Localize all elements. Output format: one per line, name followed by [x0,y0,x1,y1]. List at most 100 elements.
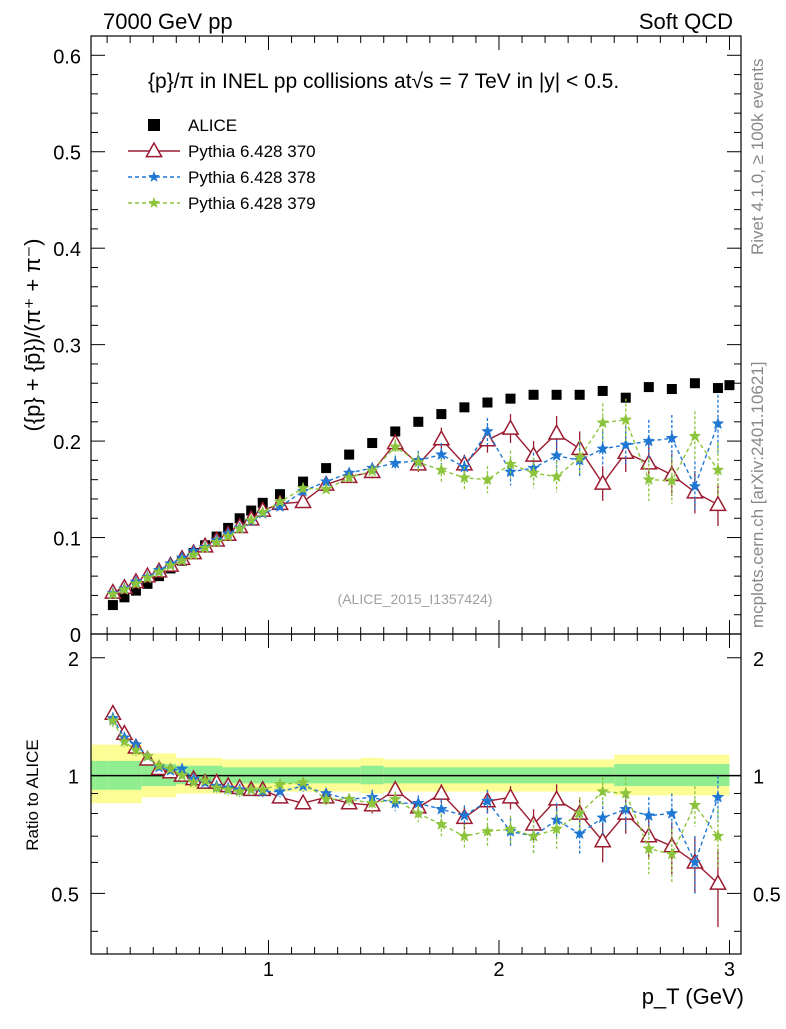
main-p379-point [388,440,402,453]
plot-title: {p}/π in INEL pp collisions at√s = 7 TeV… [148,70,619,93]
ratio-p379-point [711,829,725,842]
main-p379-point [688,429,702,442]
ratio-p378-line [112,718,719,865]
ratio-p378-point [296,779,310,792]
legend-p379-marker [148,197,160,208]
ratio-p370-point [294,793,312,810]
ratio-p378-point [596,811,610,824]
main-p379-point [573,450,587,463]
x-axis-label: p_T (GeV) [642,984,744,1009]
main-p379-point [365,464,379,477]
legend-p378-marker [148,171,160,182]
ratio-p378-point [642,808,656,822]
main-p379-point [504,457,517,470]
main-p379-point [642,473,656,486]
ratio-p379-point [118,735,131,748]
main-p370-point [432,429,451,446]
ratio-p379-point [342,792,356,805]
main-p379-series [106,398,725,600]
ratio-p379-point [596,784,610,797]
main-p370-point [593,473,612,490]
main-alice-point [142,578,153,589]
main-p378-point [388,456,402,469]
x-tick-label: 3 [724,959,735,981]
legend-entry: Pythia 6.428 378 [128,168,316,187]
main-p370-point [709,495,727,512]
ratio-p378-point [481,794,494,807]
ratio-p379-point [481,824,494,837]
main-p379-point [210,535,223,548]
main-p379-point [141,571,154,584]
main-p378-point [550,448,563,461]
main-p378-point [481,424,494,437]
ratio-series-group [104,704,727,928]
main-alice-point [482,397,493,408]
main-p378-point [688,479,702,492]
ratio-y-tick-label: 2 [68,649,79,671]
legend-entry: ALICE [148,116,237,135]
ratio-p378-point [273,784,287,797]
main-p378-point [642,434,656,447]
ratio-y-tick-label-right: 1 [753,767,764,789]
ratio-p379-point [175,768,189,781]
main-p379-point [106,587,120,600]
legend-alice-marker [148,119,160,131]
ratio-p379-point [434,817,448,830]
ratio-p379-point [365,796,379,809]
ratio-p379-point [164,762,177,775]
main-y-tick-label: 0.6 [53,46,81,68]
ratio-p379-point [273,777,287,790]
legend-p370-marker [145,141,163,158]
ratio-p379-point [688,798,702,811]
ratio-p379-point [152,759,166,772]
main-y-tick-label: 0.2 [53,432,81,454]
mcplots-side-label: mcplots.cern.ch [arXiv:2401.10621] [748,361,767,628]
main-alice-point [689,378,700,389]
ratio-p379-point [642,842,656,855]
main-y-axis-label: ({p} + {p̄})/(π⁺ + π⁻) [20,238,45,431]
main-alice-point [321,463,332,474]
ratio-y-axis-label: Ratio to ALICE [23,739,42,851]
axes-group: 0 0.1 0.2 0.3 0.4 0.5 0.6 1 2 3 0.5 0.5 1 1 2 2 [51,35,781,981]
main-alice-point [505,393,516,404]
main-p379-point [221,529,235,542]
ratio-p379-point [141,749,154,762]
main-alice-point [107,600,118,611]
ratio-p379-point [319,792,333,805]
ratio-p379-point [388,792,402,805]
main-p370-point [547,423,566,440]
ratio-p378-point [688,855,702,868]
ratio-p370-point [593,831,612,848]
main-p379-point [198,541,212,554]
main-p379-point [481,472,494,486]
main-p379-point [118,582,131,596]
legend-label: Pythia 6.428 378 [188,168,316,187]
ratio-p378-point [458,808,471,822]
main-alice-point [597,385,608,396]
ratio-y-tick-label: 0.5 [51,884,79,906]
main-alice-point [436,409,447,420]
main-p379-point [187,548,200,561]
main-p379-point [434,463,448,476]
ratio-frame [90,633,742,955]
main-p379-point [256,505,270,518]
main-p379-point [129,577,143,590]
main-alice-point [119,592,130,603]
main-p379-point [619,413,633,426]
main-p379-point [296,481,310,494]
legend-label: ALICE [188,116,237,135]
main-p379-point [411,455,425,468]
main-p370-series [104,414,727,599]
main-alice-point [551,389,562,400]
ratio-p379-line [112,720,719,855]
ratio-p379-point [458,829,471,842]
ratio-p379-point [411,806,425,819]
main-p379-point [342,470,356,484]
ratio-p378-point [711,790,725,803]
main-alice-point [367,438,378,449]
main-p370-point [294,492,312,509]
main-alice-point [130,585,141,596]
main-alice-series [107,378,735,611]
ratio-p379-point [296,775,310,788]
